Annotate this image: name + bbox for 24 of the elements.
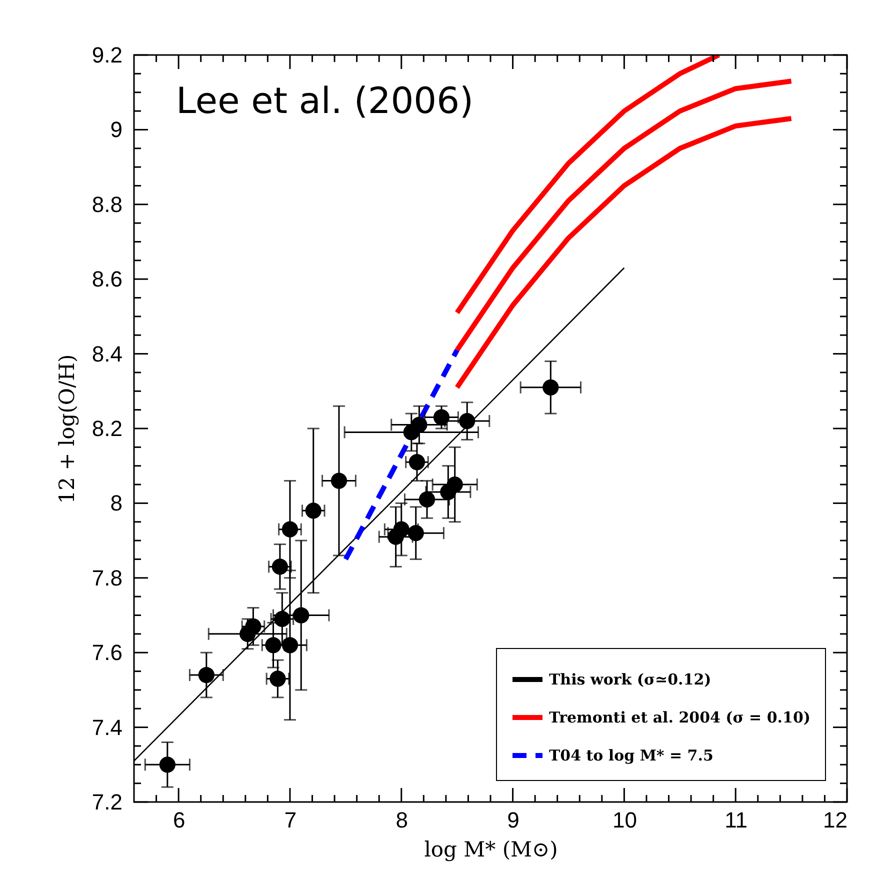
y-tick-label: 8.6: [92, 266, 122, 292]
x-tick-label: 6: [172, 808, 186, 832]
y-tick-label: 7.2: [92, 790, 122, 814]
x-tick-label: 12: [823, 808, 848, 832]
y-tick-label: 8: [110, 490, 122, 516]
y-tick-label: 9.2: [92, 42, 122, 68]
x-tick-label: 10: [612, 808, 637, 832]
y-tick-label: 7.8: [92, 565, 122, 590]
y-tick-label: 9: [110, 117, 122, 142]
legend-label: This work (σ≃0.12): [549, 670, 712, 688]
y-tick-label: 8.4: [92, 341, 122, 366]
y-tick-label: 7.6: [92, 640, 122, 666]
y-axis-title: 12 + log(O/H): [54, 354, 79, 504]
x-tick-label: 8: [396, 808, 408, 832]
x-tick-label: 11: [724, 808, 748, 832]
y-tick-label: 7.4: [92, 714, 122, 740]
y-tick-label: 8.8: [92, 192, 122, 217]
legend-label: Tremonti et al. 2004 (σ = 0.10): [549, 708, 810, 726]
legend-label: T04 to log M* = 7.5: [549, 746, 714, 764]
x-tick-label: 7: [284, 808, 297, 832]
annotation: Lee et al. (2006): [176, 81, 474, 122]
x-tick-label: 9: [507, 808, 520, 832]
x-axis-title: log M* (M⊙): [424, 838, 558, 862]
y-tick-label: 8.2: [92, 416, 122, 441]
